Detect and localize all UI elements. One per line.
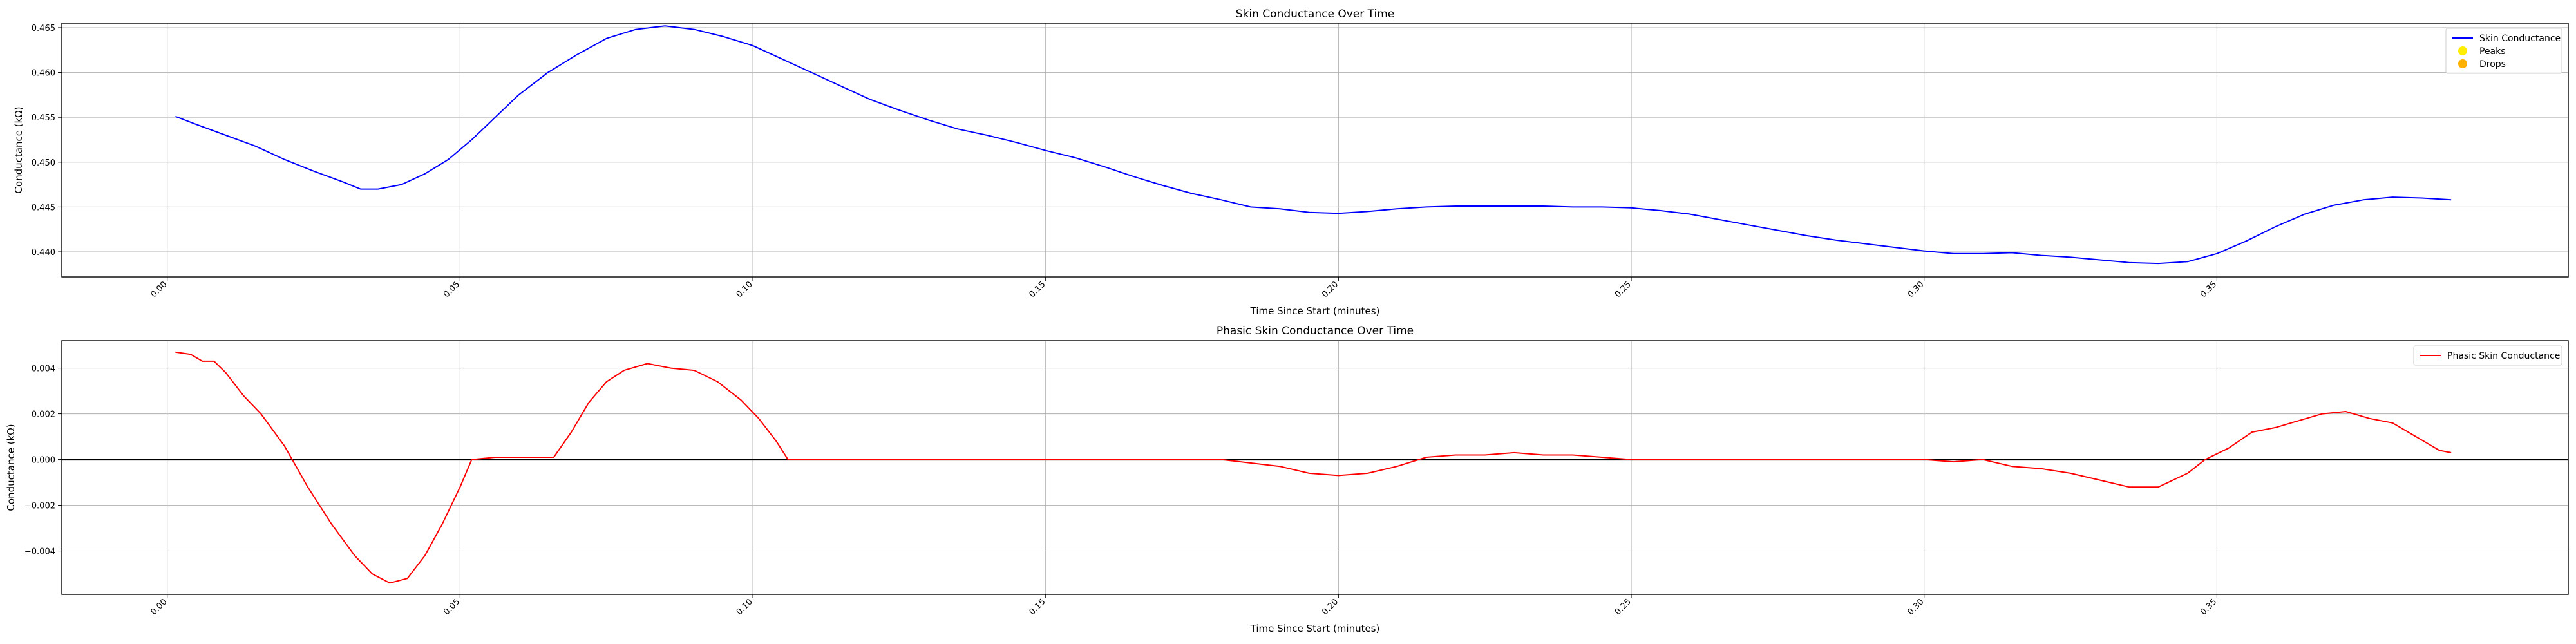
skin-conductance-series-line <box>175 25 2452 265</box>
skin-conductance-y-tick-label: 0.465 <box>32 24 55 33</box>
phasic-conductance-legend-box <box>2413 345 2562 366</box>
skin-conductance-legend-label: Skin Conductance <box>2479 33 2561 44</box>
skin-conductance-y-tick-label: 0.445 <box>32 203 55 213</box>
phasic-conductance-y-tick-label: −0.004 <box>24 547 55 557</box>
skin-conductance-y-tick-label: 0.450 <box>32 158 55 168</box>
phasic-conductance-axes-frame <box>61 340 2569 595</box>
skin-conductance-y-tick-label: 0.440 <box>32 248 55 258</box>
skin-conductance-axes-frame <box>61 23 2569 278</box>
skin-conductance-grid <box>62 23 2568 277</box>
skin-conductance-y-tick-label: 0.455 <box>32 113 55 123</box>
phasic-conductance-y-axis-label: Conductance (kΩ) <box>5 424 17 511</box>
skin-conductance-title: Skin Conductance Over Time <box>1236 8 1394 21</box>
phasic-conductance-legend: Phasic Skin Conductance <box>2413 345 2562 366</box>
phasic-conductance-y-tick-label: 0.000 <box>32 456 55 466</box>
skin-conductance-y-axis-label: Conductance (kΩ) <box>13 106 24 193</box>
phasic-conductance-y-tick-label: 0.002 <box>32 410 55 420</box>
skin-conductance-legend-dot-swatch <box>2458 59 2467 68</box>
skin-conductance-legend-label: Drops <box>2479 59 2506 70</box>
phasic-conductance-title: Phasic Skin Conductance Over Time <box>1217 325 1414 337</box>
skin-conductance-x-axis-label: Time Since Start (minutes) <box>1250 305 1380 317</box>
skin-conductance-y-tick-label: 0.460 <box>32 69 55 79</box>
skin-conductance-legend-dot-swatch <box>2458 46 2467 55</box>
phasic-conductance-y-tick-label: 0.004 <box>32 365 55 374</box>
phasic-conductance-series-line <box>175 351 2452 584</box>
skin-conductance-legend-label: Peaks <box>2479 46 2506 57</box>
phasic-conductance-y-tick-label: −0.002 <box>24 502 55 511</box>
skin-conductance-legend: Skin Conductance Peaks Drops <box>2445 28 2562 74</box>
phasic-conductance-legend-label: Phasic Skin Conductance <box>2447 351 2560 361</box>
skin-conductance-legend-box <box>2445 28 2562 74</box>
phasic-conductance-x-axis-label: Time Since Start (minutes) <box>1250 623 1380 634</box>
